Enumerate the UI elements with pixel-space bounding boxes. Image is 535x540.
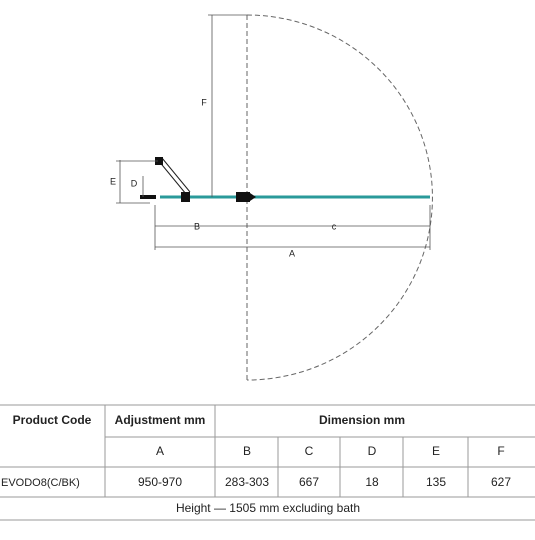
dim-label: c	[332, 221, 337, 231]
table-cell: 627	[491, 475, 511, 489]
table-cell: 135	[426, 475, 446, 489]
shower-drawing: F E D B c A	[110, 14, 434, 381]
table-footer: Height — 1505 mm excluding bath	[176, 501, 360, 515]
fixed-panel	[157, 159, 187, 195]
table-header: Adjustment mm	[115, 413, 206, 427]
table-cell: EVODO8(C/BK)	[1, 477, 80, 489]
table-cell: 950-970	[138, 475, 182, 489]
table-subheader: B	[243, 444, 251, 458]
table-subheader: D	[368, 444, 377, 458]
swing-arc	[246, 14, 434, 381]
dim-label: A	[289, 248, 295, 258]
table-cell: 18	[365, 475, 379, 489]
hinge-tip	[250, 193, 256, 201]
table-subheader: F	[497, 444, 504, 458]
spec-table: Product Code Adjustment mm Dimension mm …	[0, 404, 535, 521]
wall-bracket	[140, 195, 156, 199]
table-subheader: C	[305, 444, 314, 458]
hinge	[181, 192, 190, 202]
dim-label: E	[110, 176, 116, 186]
table-subheader: E	[432, 444, 440, 458]
table-header: Dimension mm	[319, 413, 405, 427]
hinge	[236, 192, 250, 202]
table-cell: 283-303	[225, 475, 269, 489]
dim-label: F	[201, 97, 207, 107]
table-subheader: A	[156, 444, 164, 458]
table-header: Product Code	[13, 413, 92, 427]
table-cell: 667	[299, 475, 319, 489]
hinge	[155, 157, 163, 165]
fixed-panel	[161, 157, 191, 193]
dim-label: B	[194, 221, 200, 231]
dim-label: D	[131, 178, 138, 188]
